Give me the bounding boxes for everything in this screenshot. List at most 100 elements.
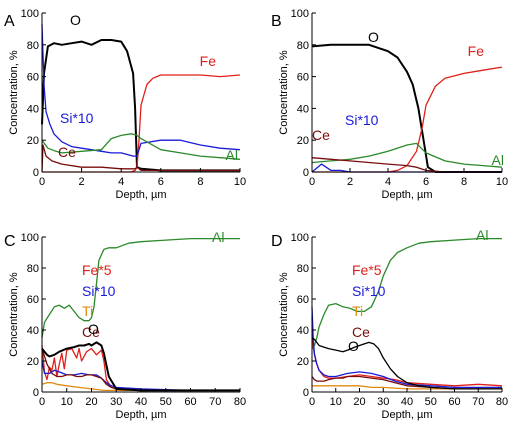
y-tick-label: 0 bbox=[303, 167, 309, 179]
panel-letter: C bbox=[4, 233, 16, 250]
series-label-fe: Fe bbox=[468, 43, 485, 59]
y-axis-label: Concentration, % bbox=[8, 272, 20, 357]
series-line-six10 bbox=[41, 24, 241, 157]
y-tick-label: 0 bbox=[33, 167, 39, 179]
x-tick-label: 4 bbox=[385, 176, 391, 188]
y-tick-label: 80 bbox=[297, 40, 309, 52]
y-axis-label: Concentration, % bbox=[278, 272, 290, 357]
series-line-fex5 bbox=[41, 345, 240, 392]
series-label-six10: Si*10 bbox=[60, 110, 94, 126]
series-label-ti: Ti bbox=[82, 303, 93, 319]
y-axis-label: Concentration, % bbox=[278, 50, 290, 135]
x-tick-label: 10 bbox=[234, 176, 246, 188]
series-line-al bbox=[311, 237, 502, 349]
series-label-ce: Ce bbox=[312, 127, 330, 143]
y-tick-label: 100 bbox=[291, 8, 309, 20]
y-tick-label: 80 bbox=[297, 263, 309, 275]
x-tick-label: 30 bbox=[377, 396, 389, 408]
x-tick-label: 80 bbox=[234, 396, 246, 408]
x-tick-label: 6 bbox=[423, 176, 429, 188]
x-axis-label: Depth, µm bbox=[382, 189, 433, 201]
series-label-fex5: Fe*5 bbox=[82, 262, 112, 278]
series-label-ce: Ce bbox=[352, 324, 370, 340]
x-tick-label: 0 bbox=[309, 176, 315, 188]
series-label-al: Al bbox=[212, 229, 224, 245]
y-tick-label: 20 bbox=[297, 135, 309, 147]
y-tick-label: 60 bbox=[297, 294, 309, 306]
series-label-ce: Ce bbox=[82, 324, 100, 340]
x-tick-label: 60 bbox=[448, 396, 460, 408]
series-label-al: Al bbox=[226, 147, 238, 163]
series-label-al: Al bbox=[492, 152, 504, 168]
series-label-fex5: Fe*5 bbox=[352, 262, 382, 278]
x-tick-label: 4 bbox=[118, 176, 124, 188]
x-tick-label: 50 bbox=[160, 396, 172, 408]
x-tick-label: 0 bbox=[39, 176, 45, 188]
y-tick-label: 20 bbox=[297, 356, 309, 368]
chart-panel-a: 0 20 40 60 80 100 0 2 4 6 8 10 Depth, µm Concentratio… bbox=[4, 8, 246, 201]
y-tick-label: 0 bbox=[33, 387, 39, 399]
y-tick-label: 60 bbox=[27, 294, 39, 306]
series-label-o: O bbox=[368, 29, 379, 45]
y-tick-label: 20 bbox=[27, 356, 39, 368]
series-line-ce bbox=[311, 157, 502, 173]
chart-panel-c: 0 20 40 60 80 100 0 10 20 30 40 50 60 70 80 Depth, µm Co… bbox=[4, 229, 246, 421]
series-line-al bbox=[41, 133, 241, 160]
x-tick-label: 70 bbox=[472, 396, 484, 408]
series-label-ti: Ti bbox=[352, 303, 363, 319]
series-line-o bbox=[41, 39, 240, 172]
x-axis-label: Depth, µm bbox=[382, 409, 433, 421]
x-tick-label: 40 bbox=[135, 396, 147, 408]
series-label-six10: Si*10 bbox=[345, 112, 379, 128]
x-tick-label: 70 bbox=[209, 396, 221, 408]
x-tick-label: 60 bbox=[184, 396, 196, 408]
panel-letter: D bbox=[271, 233, 283, 250]
x-tick-label: 50 bbox=[425, 396, 437, 408]
y-tick-label: 100 bbox=[21, 8, 39, 20]
series-line-ce bbox=[311, 375, 502, 390]
series-line-al bbox=[311, 142, 503, 168]
series-line-six10 bbox=[311, 306, 502, 389]
series-label-o: O bbox=[348, 338, 359, 354]
series-label-o: O bbox=[88, 321, 99, 337]
x-tick-label: 8 bbox=[461, 176, 467, 188]
y-tick-label: 80 bbox=[27, 263, 39, 275]
series-label-o: O bbox=[70, 12, 81, 28]
y-tick-label: 40 bbox=[27, 325, 39, 337]
series-label-six10: Si*10 bbox=[82, 283, 116, 299]
series-line-fe bbox=[312, 66, 503, 173]
x-tick-label: 10 bbox=[330, 396, 342, 408]
chart-panel-b: 0 20 40 60 80 100 0 2 4 6 8 10 Depth, µm Concentratio… bbox=[271, 8, 508, 201]
series-line-o bbox=[311, 337, 502, 390]
y-tick-label: 40 bbox=[297, 325, 309, 337]
series-line-al bbox=[41, 237, 240, 338]
series-line-ce bbox=[41, 348, 240, 392]
y-tick-label: 40 bbox=[297, 103, 309, 115]
y-tick-label: 40 bbox=[27, 103, 39, 115]
series-label-ce: Ce bbox=[58, 144, 76, 160]
x-tick-label: 10 bbox=[496, 176, 508, 188]
x-tick-label: 2 bbox=[79, 176, 85, 188]
series-line-ce bbox=[41, 144, 240, 173]
panel-letter: B bbox=[271, 13, 282, 30]
y-tick-label: 20 bbox=[27, 135, 39, 147]
x-tick-label: 0 bbox=[39, 396, 45, 408]
y-tick-label: 60 bbox=[27, 72, 39, 84]
y-tick-label: 100 bbox=[21, 232, 39, 244]
series-line-o bbox=[311, 43, 502, 173]
x-tick-label: 8 bbox=[197, 176, 203, 188]
series-label-fe: Fe bbox=[200, 53, 217, 69]
y-tick-label: 0 bbox=[303, 387, 309, 399]
y-axis-label: Concentration, % bbox=[8, 50, 20, 135]
y-tick-label: 80 bbox=[27, 40, 39, 52]
series-label-six10: Si*10 bbox=[352, 283, 386, 299]
panel-letter: A bbox=[4, 13, 15, 30]
x-tick-label: 40 bbox=[401, 396, 413, 408]
x-tick-label: 2 bbox=[347, 176, 353, 188]
x-tick-label: 10 bbox=[61, 396, 73, 408]
y-tick-label: 100 bbox=[291, 232, 309, 244]
series-label-al: Al bbox=[476, 227, 488, 243]
x-tick-label: 30 bbox=[110, 396, 122, 408]
x-axis-label: Depth, µm bbox=[116, 409, 167, 421]
